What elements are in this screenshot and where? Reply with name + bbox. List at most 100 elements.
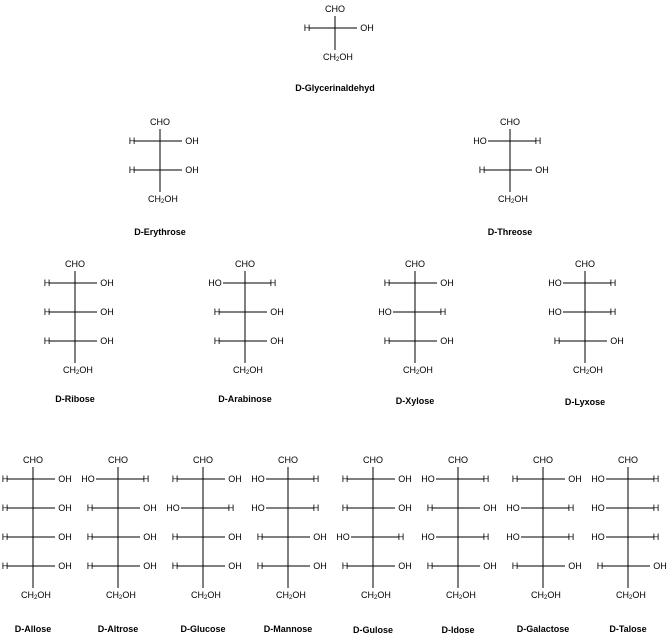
left-substituent-label: H (87, 561, 94, 571)
hydroxymethyl-ch: CH (403, 365, 416, 375)
molecule-name: D-Altrose (98, 624, 139, 634)
aldehyde-group-label: CHO (235, 259, 255, 269)
hydroxymethyl-ch: CH (361, 590, 374, 600)
aldehyde-group-label: CHO (405, 259, 425, 269)
aldehyde-group-label: CHO (500, 117, 520, 127)
right-substituent-label: OH (143, 532, 157, 542)
hydroxymethyl-ch: CH (148, 194, 161, 204)
left-substituent-label: HO (591, 532, 605, 542)
hydroxymethyl-group-label: CH2OH (106, 590, 136, 601)
right-substituent-label: OH (313, 532, 327, 542)
hydroxymethyl-group-label: CH2OH (573, 365, 603, 376)
right-substituent-label: H (483, 474, 490, 484)
right-substituent-label: OH (483, 561, 497, 571)
right-substituent-label: OH (398, 561, 412, 571)
aldehyde-group-label: CHO (150, 117, 170, 127)
molecule-name: D-Glucose (180, 624, 225, 634)
hydroxymethyl-oh: OH (37, 590, 51, 600)
right-substituent-label: H (398, 532, 405, 542)
left-substituent-label: H (2, 561, 9, 571)
right-substituent-label: OH (228, 474, 242, 484)
hydroxymethyl-oh: OH (164, 194, 178, 204)
hydroxymethyl-subscript: 2 (161, 199, 165, 205)
left-substituent-label: H (427, 561, 434, 571)
left-substituent-label: H (2, 532, 9, 542)
left-substituent-label: H (172, 474, 179, 484)
molecule-name: D-Arabinose (218, 394, 272, 404)
right-substituent-label: H (143, 474, 150, 484)
molecule-name: D-Ribose (55, 394, 95, 404)
hydroxymethyl-group-label: CH2OH (63, 365, 93, 376)
hydroxymethyl-subscript: 2 (34, 595, 38, 601)
left-substituent-label: HO (208, 278, 222, 288)
molecule-name: D-Idose (441, 625, 474, 635)
hydroxymethyl-oh: OH (462, 590, 476, 600)
right-substituent-label: OH (185, 165, 199, 175)
right-substituent-label: OH (100, 278, 114, 288)
hydroxymethyl-oh: OH (377, 590, 391, 600)
left-substituent-label: H (512, 474, 519, 484)
hydroxymethyl-subscript: 2 (246, 370, 250, 376)
left-substituent-label: H (172, 561, 179, 571)
molecule-name: D-Lyxose (565, 397, 605, 407)
aldehyde-group-label: CHO (618, 455, 638, 465)
aldehyde-group-label: CHO (193, 455, 213, 465)
right-substituent-label: OH (270, 336, 284, 346)
left-substituent-label: H (2, 474, 9, 484)
left-substituent-label: H (384, 278, 391, 288)
hydroxymethyl-subscript: 2 (204, 595, 208, 601)
right-substituent-label: OH (360, 23, 374, 33)
left-substituent-label: H (44, 278, 51, 288)
left-substituent-label: HO (378, 307, 392, 317)
hydroxymethyl-subscript: 2 (76, 370, 80, 376)
right-substituent-label: OH (185, 136, 199, 146)
left-substituent-label: H (257, 532, 264, 542)
left-substituent-label: H (129, 136, 136, 146)
hydroxymethyl-ch: CH (276, 590, 289, 600)
hydroxymethyl-ch: CH (323, 52, 336, 62)
hydroxymethyl-subscript: 2 (544, 595, 548, 601)
right-substituent-label: OH (535, 165, 549, 175)
hydroxymethyl-ch: CH (63, 365, 76, 375)
hydroxymethyl-ch: CH (106, 590, 119, 600)
aldehyde-group-label: CHO (278, 455, 298, 465)
aldehyde-group-label: CHO (23, 455, 43, 465)
right-substituent-label: H (653, 503, 660, 513)
molecule-name: D-Erythrose (134, 227, 186, 237)
left-substituent-label: H (342, 474, 349, 484)
left-substituent-label: H (304, 23, 311, 33)
right-substituent-label: OH (58, 503, 72, 513)
right-substituent-label: H (568, 532, 575, 542)
molecule-name: D-Threose (488, 227, 533, 237)
left-substituent-label: HO (473, 136, 487, 146)
hydroxymethyl-subscript: 2 (416, 370, 420, 376)
molecule-name: D-Galactose (517, 624, 570, 634)
hydroxymethyl-oh: OH (589, 365, 603, 375)
aldehyde-group-label: CHO (108, 455, 128, 465)
hydroxymethyl-oh: OH (249, 365, 263, 375)
right-substituent-label: OH (483, 503, 497, 513)
aldehyde-group-label: CHO (363, 455, 383, 465)
hydroxymethyl-subscript: 2 (511, 199, 515, 205)
hydroxymethyl-ch: CH (531, 590, 544, 600)
hydroxymethyl-oh: OH (79, 365, 93, 375)
hydroxymethyl-subscript: 2 (119, 595, 123, 601)
left-substituent-label: H (427, 503, 434, 513)
left-substituent-label: HO (336, 532, 350, 542)
hydroxymethyl-group-label: CH2OH (276, 590, 306, 601)
molecule-name: D-Glycerinaldehyd (295, 83, 375, 93)
right-substituent-label: OH (398, 474, 412, 484)
left-substituent-label: HO (251, 474, 265, 484)
left-substituent-label: H (214, 336, 221, 346)
hydroxymethyl-group-label: CH2OH (531, 590, 561, 601)
hydroxymethyl-group-label: CH2OH (616, 590, 646, 601)
